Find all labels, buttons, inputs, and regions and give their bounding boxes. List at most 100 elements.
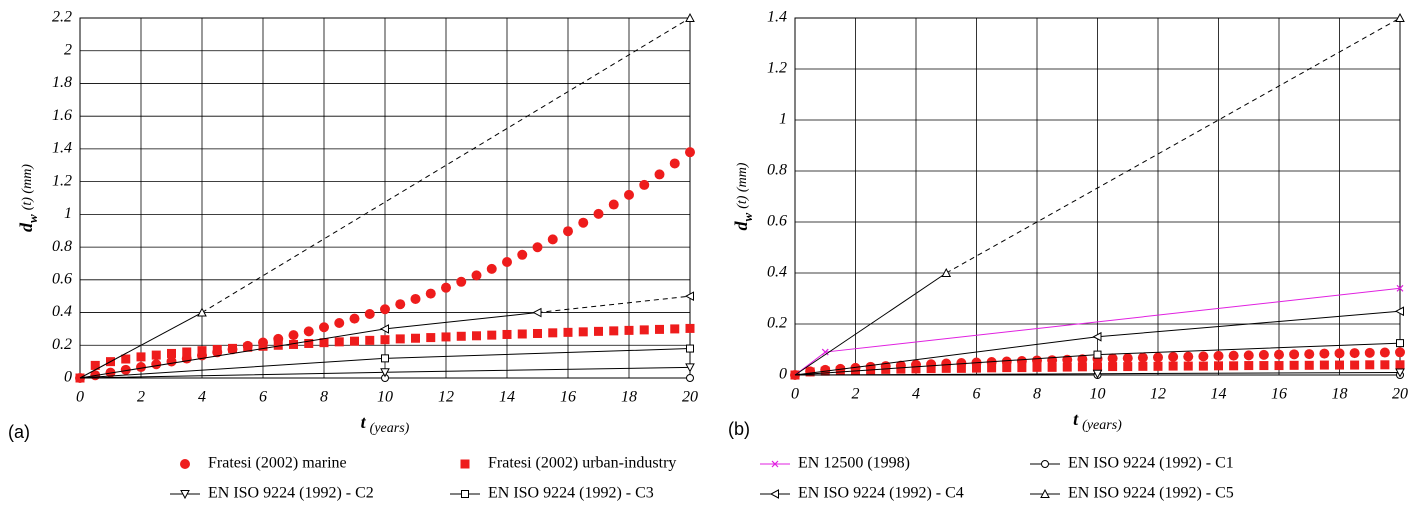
legend-label: EN 12500 (1998): [798, 455, 910, 472]
x-tick-label: 12: [1150, 386, 1166, 403]
marker: [303, 326, 314, 337]
marker: [1304, 360, 1314, 370]
marker: [608, 199, 619, 210]
marker: [380, 368, 390, 378]
y-tick-label: 0.8: [767, 162, 787, 179]
marker: [471, 270, 482, 281]
marker: [1335, 360, 1344, 370]
y-tick-label: 1: [779, 111, 787, 128]
x-tick-label: 20: [682, 389, 698, 406]
legend-entry: EN ISO 9224 (1992) - C3: [450, 485, 654, 502]
marker: [136, 352, 146, 362]
marker: [593, 208, 604, 219]
marker: [1122, 353, 1133, 364]
marker: [426, 333, 436, 343]
x-tick-label: 16: [1271, 386, 1287, 403]
marker: [1062, 362, 1072, 372]
legend-label: Fratesi (2002) urban-industry: [488, 455, 676, 472]
y-tick-label: 0.2: [767, 315, 787, 332]
marker: [517, 329, 527, 339]
marker: [1396, 284, 1404, 292]
marker: [1304, 349, 1315, 360]
marker: [395, 334, 405, 344]
y-tick-label: 0: [779, 366, 787, 383]
panel-label: (b): [728, 419, 750, 439]
y-tick-label: 2.2: [52, 9, 72, 26]
marker: [1229, 361, 1239, 371]
x-tick-label: 16: [560, 389, 576, 406]
marker: [624, 189, 634, 200]
marker: [771, 460, 779, 468]
y-tick-label: 0.6: [52, 270, 72, 287]
marker: [1334, 348, 1345, 359]
marker: [655, 324, 664, 334]
marker: [1274, 361, 1284, 371]
y-tick-label: 1.4: [52, 140, 72, 157]
legend-entry: EN ISO 9224 (1992) - C2: [170, 485, 374, 502]
marker: [1289, 360, 1299, 370]
marker: [987, 363, 997, 373]
y-tick-label: 0.4: [52, 303, 72, 320]
marker: [1379, 347, 1390, 358]
y-axis-symbol: d: [16, 222, 36, 232]
x-axis-symbol: t: [1073, 409, 1079, 429]
legend-entry: EN ISO 9224 (1992) - C4: [760, 485, 964, 502]
marker: [972, 363, 981, 373]
x-tick-label: 10: [377, 389, 393, 406]
y-tick-label: 0.2: [52, 336, 72, 353]
marker: [956, 363, 966, 373]
marker: [1077, 362, 1087, 372]
marker: [349, 313, 360, 324]
marker: [1138, 361, 1148, 371]
x-tick-label: 12: [438, 389, 454, 406]
marker: [594, 326, 603, 336]
marker: [425, 288, 436, 299]
marker: [851, 365, 860, 375]
marker: [1213, 350, 1224, 361]
marker: [517, 249, 528, 260]
y-tick-label: 1.8: [52, 74, 72, 91]
marker: [547, 234, 558, 245]
marker: [1107, 353, 1118, 364]
marker: [410, 293, 421, 304]
x-tick-label: 0: [791, 386, 799, 403]
marker: [167, 348, 176, 358]
legend-label: EN ISO 9224 (1992) - C1: [1068, 455, 1234, 472]
series-line: [794, 272, 947, 376]
x-tick-label: 20: [1392, 386, 1408, 403]
marker: [334, 318, 345, 329]
marker: [1002, 363, 1012, 373]
marker: [639, 325, 649, 335]
marker: [364, 309, 375, 320]
marker: [182, 347, 192, 357]
marker: [411, 333, 420, 343]
marker: [1153, 361, 1163, 371]
legend-label: EN ISO 9224 (1992) - C5: [1068, 485, 1234, 502]
marker: [365, 335, 375, 345]
legend-label: EN ISO 9224 (1992) - C3: [488, 485, 654, 502]
marker: [1380, 360, 1390, 370]
y-tick-label: 1.6: [52, 107, 72, 124]
marker: [685, 12, 695, 22]
marker: [228, 343, 237, 353]
series-line-dashed: [537, 295, 691, 314]
marker: [1394, 306, 1404, 317]
marker: [273, 340, 283, 350]
marker: [1093, 350, 1102, 359]
marker: [911, 364, 921, 374]
marker: [548, 328, 558, 338]
x-axis-unit: (years): [1082, 418, 1122, 433]
marker: [1395, 360, 1405, 370]
marker: [502, 256, 512, 267]
marker: [654, 169, 665, 180]
y-tick-label: 0.4: [767, 264, 787, 281]
marker: [1395, 368, 1405, 378]
marker: [212, 345, 222, 355]
marker: [441, 282, 451, 293]
marker: [1108, 362, 1118, 372]
marker: [121, 354, 131, 364]
marker: [395, 299, 406, 310]
marker: [381, 354, 389, 363]
marker: [1183, 351, 1194, 362]
marker: [805, 367, 815, 377]
